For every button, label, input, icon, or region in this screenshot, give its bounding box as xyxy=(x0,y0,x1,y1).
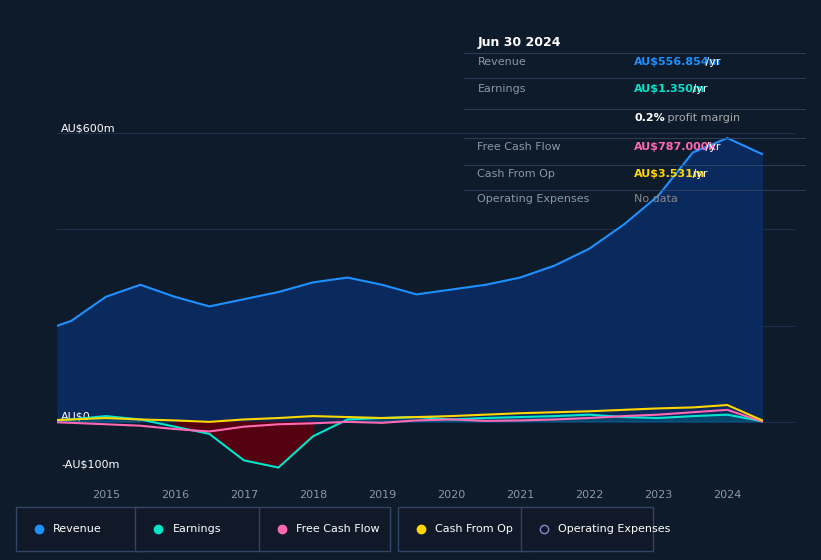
FancyBboxPatch shape xyxy=(16,507,148,552)
Text: Earnings: Earnings xyxy=(172,524,221,534)
FancyBboxPatch shape xyxy=(398,507,530,552)
Text: 0.2%: 0.2% xyxy=(635,113,665,123)
Text: AU$1.350m: AU$1.350m xyxy=(635,84,705,94)
Text: /yr: /yr xyxy=(690,84,708,94)
FancyBboxPatch shape xyxy=(521,507,653,552)
Text: -AU$100m: -AU$100m xyxy=(62,460,120,470)
Text: AU$3.531m: AU$3.531m xyxy=(635,169,705,179)
Text: Free Cash Flow: Free Cash Flow xyxy=(478,142,561,152)
Text: /yr: /yr xyxy=(702,57,720,67)
Text: Jun 30 2024: Jun 30 2024 xyxy=(478,36,561,49)
Text: Cash From Op: Cash From Op xyxy=(435,524,513,534)
Text: Operating Expenses: Operating Expenses xyxy=(478,194,589,204)
Text: AU$556.854m: AU$556.854m xyxy=(635,57,722,67)
Text: /yr: /yr xyxy=(702,142,720,152)
Text: profit margin: profit margin xyxy=(664,113,741,123)
Text: Operating Expenses: Operating Expenses xyxy=(558,524,671,534)
Text: AU$0: AU$0 xyxy=(62,412,91,422)
Text: Free Cash Flow: Free Cash Flow xyxy=(296,524,379,534)
Text: /yr: /yr xyxy=(690,169,708,179)
FancyBboxPatch shape xyxy=(259,507,390,552)
Text: Revenue: Revenue xyxy=(478,57,526,67)
Text: No data: No data xyxy=(635,194,678,204)
Text: AU$787.000k: AU$787.000k xyxy=(635,142,717,152)
Text: Earnings: Earnings xyxy=(478,84,526,94)
FancyBboxPatch shape xyxy=(135,507,267,552)
Text: Revenue: Revenue xyxy=(53,524,102,534)
Text: Cash From Op: Cash From Op xyxy=(478,169,555,179)
Text: AU$600m: AU$600m xyxy=(62,123,116,133)
